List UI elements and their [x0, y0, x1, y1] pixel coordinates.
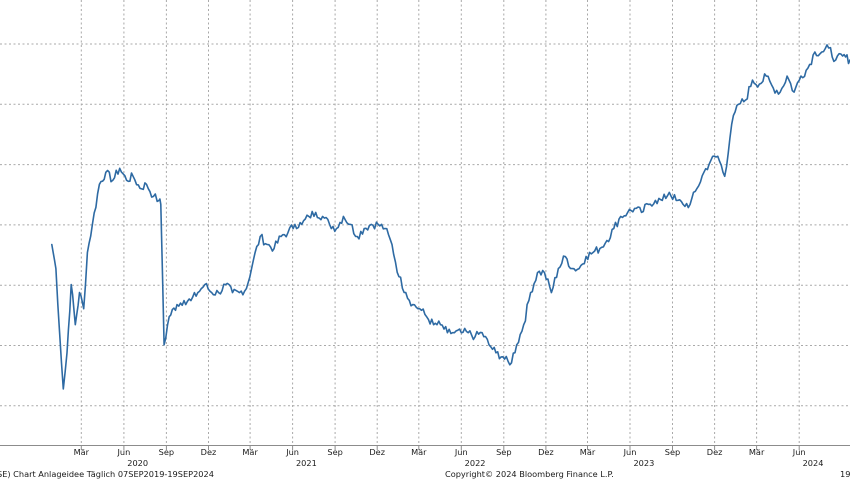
x-axis: Mär Jun Sep Dez Mär Jun Sep Dez Mär Jun Sep Dez Mär J… — [0, 445, 850, 468]
x-tick-label: Dez — [201, 447, 217, 457]
x-tick-label: Jun — [792, 447, 806, 457]
x-tick-label: Mär — [411, 447, 427, 457]
footer-copyright: Copyright© 2024 Bloomberg Finance L.P. — [445, 469, 614, 479]
x-tick-label: Mär — [580, 447, 596, 457]
series-line — [51, 44, 850, 390]
x-tick-label: Mär — [74, 447, 90, 457]
x-tick-label: Jun — [117, 447, 131, 457]
x-tick-label: Jun — [454, 447, 468, 457]
x-tick-label: Dez — [707, 447, 723, 457]
x-tick-label: Mär — [242, 447, 258, 457]
x-tick-label: Sep — [159, 447, 174, 457]
series-layer — [51, 44, 850, 390]
x-year-label: 2022 — [465, 458, 486, 468]
x-year-label: 2021 — [296, 458, 317, 468]
x-tick-label: Sep — [496, 447, 511, 457]
x-tick-label: Jun — [285, 447, 299, 457]
x-year-label: 2020 — [127, 458, 148, 468]
footer-right-text: 19 — [840, 469, 850, 479]
x-year-label: 2023 — [633, 458, 654, 468]
footer-left-text: SE) Chart Anlageidee Täglich 07SEP2019-1… — [0, 469, 214, 479]
gridlines — [0, 0, 850, 445]
x-tick-label: Sep — [327, 447, 342, 457]
x-year-label: 2024 — [803, 458, 824, 468]
x-tick-label: Sep — [665, 447, 680, 457]
x-tick-label: Jun — [623, 447, 637, 457]
chart-footer: SE) Chart Anlageidee Täglich 07SEP2019-1… — [0, 469, 850, 479]
x-tick-label: Dez — [538, 447, 554, 457]
x-tick-label: Mär — [749, 447, 765, 457]
x-tick-label: Dez — [369, 447, 385, 457]
